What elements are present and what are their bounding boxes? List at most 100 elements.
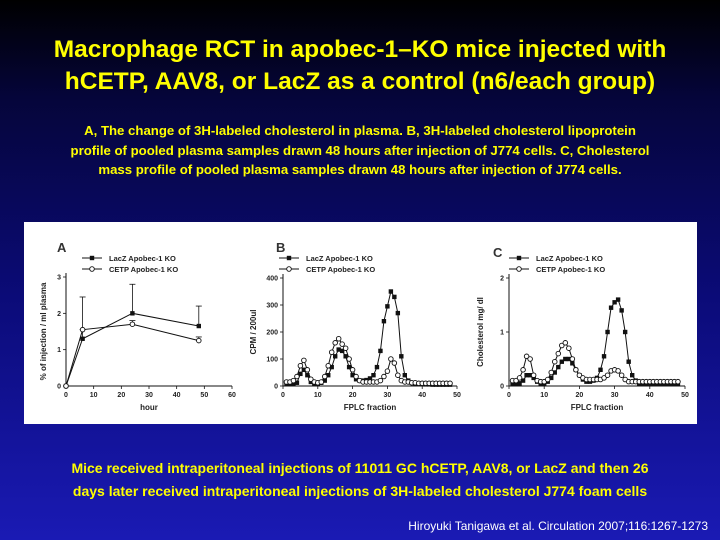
panel-b-data-point [328, 349, 335, 355]
panel-b-y-tick-label: 400 [266, 276, 278, 283]
methods-note: Mice received intraperitoneal injections… [0, 457, 720, 503]
panel-c-data-point [626, 359, 631, 364]
panel-b-data-point [318, 379, 325, 385]
panel-b-data-point [339, 341, 345, 347]
panel-c-data-point [516, 375, 523, 381]
panel-a-series-line [65, 312, 199, 387]
panel-a-x-tick-label: 20 [117, 392, 125, 399]
panel-b-y-tick-label: 0 [274, 384, 278, 391]
panel-b-y-tick-label: 100 [266, 357, 278, 364]
panel-b-data-point [353, 373, 359, 380]
panel-b-x-tick-label: 30 [384, 392, 392, 399]
panel-a-data-point [79, 326, 86, 333]
panel-b-x-tick-label: 10 [314, 392, 322, 399]
panel-b-data-point [336, 347, 341, 352]
panel-c-x-tick-label: 50 [681, 392, 689, 399]
panel-a-x-tick-label: 10 [90, 392, 98, 399]
panel-a-legend-marker [89, 266, 95, 272]
panel-a-y-tick-label: 2 [57, 311, 61, 318]
panel-b-x-tick-label: 40 [418, 392, 426, 399]
panel-c-legend-label: CETP Apobec-1 KO [536, 265, 605, 274]
panel-c-legend-marker [516, 266, 522, 272]
methods-note-line-1: Mice received intraperitoneal injections… [71, 460, 649, 476]
panel-b-data-point [371, 373, 376, 378]
panel-c-data-point [604, 372, 611, 378]
slide-title-line-2: hCETP, AAV8, or LacZ as a control (n6/ea… [64, 68, 656, 95]
panel-c-data-point [576, 372, 583, 378]
panel-b-legend-marker [286, 266, 292, 272]
panel-b-y-tick-label: 300 [266, 303, 278, 310]
panel-b-data-point [346, 356, 352, 362]
panel-b-legend-label: LacZ Apobec-1 KO [306, 254, 373, 263]
panel-c-data-point [552, 358, 558, 365]
panel-c-data-point [630, 373, 635, 378]
panel-a-data-point [130, 311, 135, 316]
figure-panel: A 0 10 20 30 40 50 60 0 1 2 3 hour% of injection / m… [24, 222, 697, 424]
panel-c-data-point [556, 364, 561, 370]
panel-c-data-point [527, 373, 533, 378]
panel-c-x-tick-label: 40 [646, 392, 654, 399]
panel-c-data-point [520, 367, 526, 373]
panel-c-data-point [570, 361, 575, 366]
panel-b-data-point [395, 310, 401, 316]
panel-b-data-point [332, 340, 338, 346]
panel-b-data-point [374, 364, 380, 370]
panel-b-data-point [388, 356, 394, 362]
panel-b-data-point [335, 335, 342, 342]
panel-b-data-point [301, 367, 307, 372]
panel-b-data-point [377, 377, 384, 384]
panel-b-data-point [392, 294, 397, 300]
panel-c-data-point [598, 367, 603, 372]
figure-caption: A, The change of 3H-labeled cholesterol … [0, 121, 720, 180]
panel-a-y-tick-label: 3 [57, 275, 61, 282]
panel-a-data-point [63, 383, 69, 389]
panel-b-data-point [402, 373, 407, 378]
panel-b-data-point [326, 373, 331, 378]
panel-b-data-point [367, 376, 373, 381]
panel-b-data-point [399, 354, 404, 359]
figure-caption-line-3: mass profile of pooled plasma samples dr… [98, 162, 622, 177]
panel-c-data-point [555, 350, 562, 357]
panel-c-data-point [618, 372, 625, 378]
panel-b-y-label: CPM / 200ul [249, 310, 258, 355]
panel-a-x-tick-label: 50 [200, 392, 208, 399]
panel-b-data-point [322, 378, 327, 383]
methods-note-line-2: days later received intraperitoneal inje… [72, 483, 648, 499]
panel-a-letter: A [57, 240, 67, 255]
panel-b-data-point [343, 354, 348, 359]
panel-c-data-point [608, 305, 614, 310]
panel-a-x-tick-label: 60 [228, 392, 236, 399]
panel-c-data-point [619, 308, 624, 313]
panel-c-x-tick-label: 30 [611, 392, 619, 399]
panel-b-data-point [298, 371, 303, 377]
panel-c-data-point [675, 378, 681, 385]
panel-c-data-point [513, 377, 519, 384]
figure-caption-line-2: profile of pooled plasma samples drawn 4… [70, 142, 650, 158]
panel-b-x-tick-label: 50 [453, 392, 461, 399]
panel-a-legend-label: LacZ Apobec-1 KO [109, 254, 176, 263]
panel-b-data-point [391, 360, 398, 366]
panel-b-data-point [308, 376, 314, 382]
panel-b-data-point [346, 364, 352, 370]
panel-b-series-line [286, 290, 451, 386]
slide-title-line-1: Macrophage RCT in apobec-1–KO mice injec… [53, 36, 667, 63]
panel-c-data-point [527, 356, 533, 362]
panel-c-y-tick-label: 1 [500, 330, 504, 337]
panel-b-data-point [388, 289, 394, 294]
panel-a-data-point [129, 321, 136, 327]
panel-b-data-point [339, 348, 345, 354]
panel-a-y-label: % of injection / ml plasma [39, 282, 48, 380]
panel-b-data-point [294, 373, 300, 380]
panel-b-data-point [381, 319, 387, 324]
panel-b-data-point [322, 373, 328, 380]
panel-a-y-tick-label: 1 [57, 347, 61, 354]
panel-c-data-point [615, 297, 621, 302]
panel-b-data-point [349, 367, 356, 373]
panel-b-data-point [384, 368, 391, 374]
panel-c-legend-label: LacZ Apobec-1 KO [536, 254, 603, 263]
panel-b-data-point [378, 348, 383, 354]
panel-c-data-point [559, 359, 564, 364]
panel-b-data-point [350, 373, 355, 378]
panel-c-data-point [562, 340, 569, 346]
